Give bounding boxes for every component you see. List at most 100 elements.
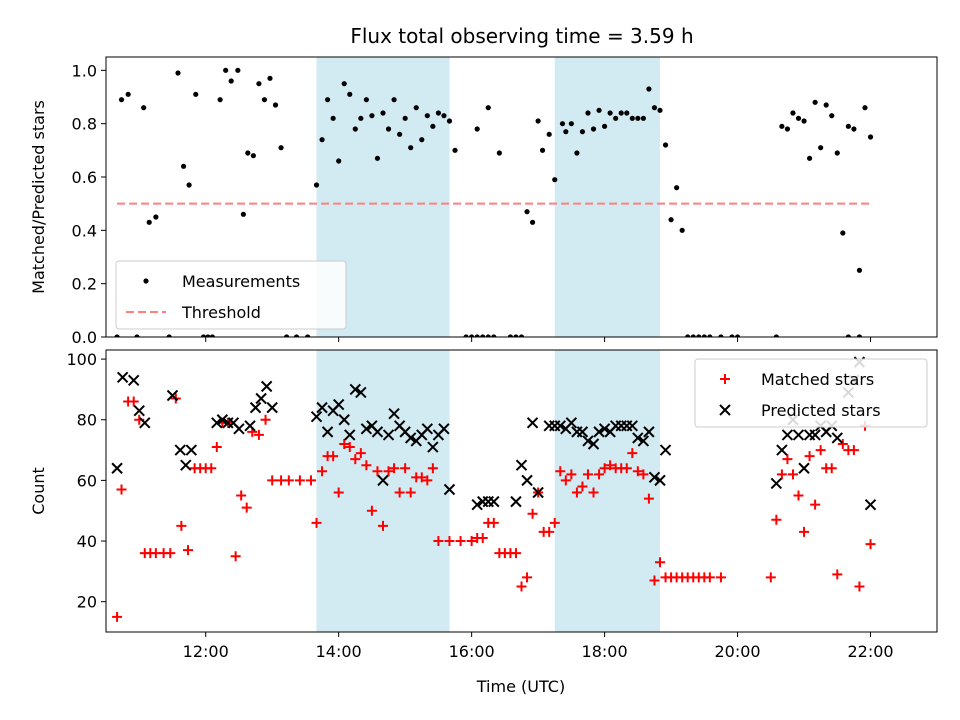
measurement-point <box>118 97 125 103</box>
x-tick-label: 18:00 <box>582 642 628 661</box>
measurement-point <box>546 131 552 137</box>
measurement-point <box>180 163 187 169</box>
matched-point <box>241 502 252 513</box>
matched-point <box>339 439 350 449</box>
plot-area <box>114 57 874 337</box>
measurement-point <box>305 334 311 337</box>
predicted-point <box>809 429 821 441</box>
measurement-point <box>485 105 491 111</box>
measurement-point <box>313 182 320 188</box>
matched-point <box>627 448 638 459</box>
matched-point <box>771 514 782 525</box>
measurement-point <box>347 91 353 97</box>
axes-frame <box>105 56 938 338</box>
predicted-point <box>174 444 186 456</box>
predicted-point <box>127 374 140 387</box>
legend-measurement-marker <box>143 278 149 284</box>
predicted-point <box>249 401 262 414</box>
measurement-point <box>205 334 211 337</box>
predicted-point <box>321 426 334 438</box>
predicted-point <box>587 438 600 450</box>
measurement-point <box>513 334 519 337</box>
matched-point <box>366 505 377 516</box>
matched-point <box>832 569 843 580</box>
measurement-point <box>435 110 441 116</box>
matched-point <box>638 469 649 480</box>
measurement-point <box>718 334 724 337</box>
matched-point <box>236 490 247 501</box>
matched-point <box>621 463 632 474</box>
predicted-point <box>180 459 192 471</box>
measurement-point <box>801 118 807 124</box>
measurement-point <box>812 99 818 105</box>
y-tick-label: 100 <box>66 350 97 369</box>
measurement-point <box>146 219 152 225</box>
matched-point <box>787 469 798 480</box>
matched-point <box>826 463 837 474</box>
predicted-point <box>266 401 278 414</box>
axes-frame <box>105 349 938 633</box>
matched-point <box>516 581 527 592</box>
matched-point <box>112 611 123 622</box>
measurement-point <box>446 118 453 124</box>
matched-point <box>865 539 876 550</box>
matched-point <box>350 454 361 465</box>
matched-point <box>632 466 643 477</box>
predicted-point <box>554 420 566 432</box>
measurement-point <box>856 334 863 337</box>
matched-point <box>549 517 560 528</box>
measurement-point <box>784 126 791 132</box>
matched-point <box>405 487 416 498</box>
predicted-point <box>565 417 578 429</box>
measurement-point <box>284 334 290 337</box>
predicted-point <box>360 423 373 435</box>
legend-box <box>694 358 928 428</box>
matched-point <box>333 487 344 498</box>
matched-point <box>594 469 605 480</box>
matched-point <box>765 572 776 583</box>
predicted-point <box>831 432 843 444</box>
measurement-point <box>374 155 381 161</box>
measurement-point <box>175 70 181 76</box>
measurement-point <box>840 230 846 236</box>
predicted-point <box>582 435 594 447</box>
measurement-point <box>613 115 619 121</box>
measurement-point <box>114 334 120 337</box>
matched-point <box>655 557 665 568</box>
matched-point <box>522 572 533 583</box>
ratio-panel: 0.0 0.2 0.4 0.6 0.8 1.0 Matched/Predicted star… <box>29 56 938 347</box>
measurement-point <box>240 211 246 217</box>
measurement-point <box>690 334 696 337</box>
measurement-point <box>267 75 273 81</box>
matched-point <box>128 396 139 407</box>
measurement-point <box>734 334 741 337</box>
y-tick-label: 0.6 <box>72 168 97 187</box>
measurement-point <box>408 145 414 151</box>
measurement-point <box>568 121 574 127</box>
measurement-point <box>125 91 131 97</box>
predicted-point <box>510 495 522 508</box>
measurement-point <box>590 126 597 132</box>
measurement-point <box>358 115 364 121</box>
y-tick-label: 20 <box>77 593 97 612</box>
predicted-point <box>488 495 500 508</box>
matched-point <box>211 442 222 453</box>
measurement-point <box>380 110 386 116</box>
matched-point <box>643 493 654 504</box>
matched-point <box>378 520 388 531</box>
matched-point <box>799 526 810 537</box>
predicted-point <box>643 426 655 438</box>
predicted-point <box>355 386 367 399</box>
predicted-point <box>521 474 533 487</box>
matched-point <box>810 499 821 510</box>
measurement-point <box>685 334 691 337</box>
legend: Measurements Threshold <box>115 260 347 330</box>
matched-point <box>416 472 427 483</box>
matched-point <box>510 548 521 559</box>
predicted-point <box>770 477 783 490</box>
predicted-point <box>211 417 223 429</box>
measurement-point <box>524 209 530 215</box>
measurement-point <box>559 121 566 127</box>
matched-point <box>848 445 859 456</box>
